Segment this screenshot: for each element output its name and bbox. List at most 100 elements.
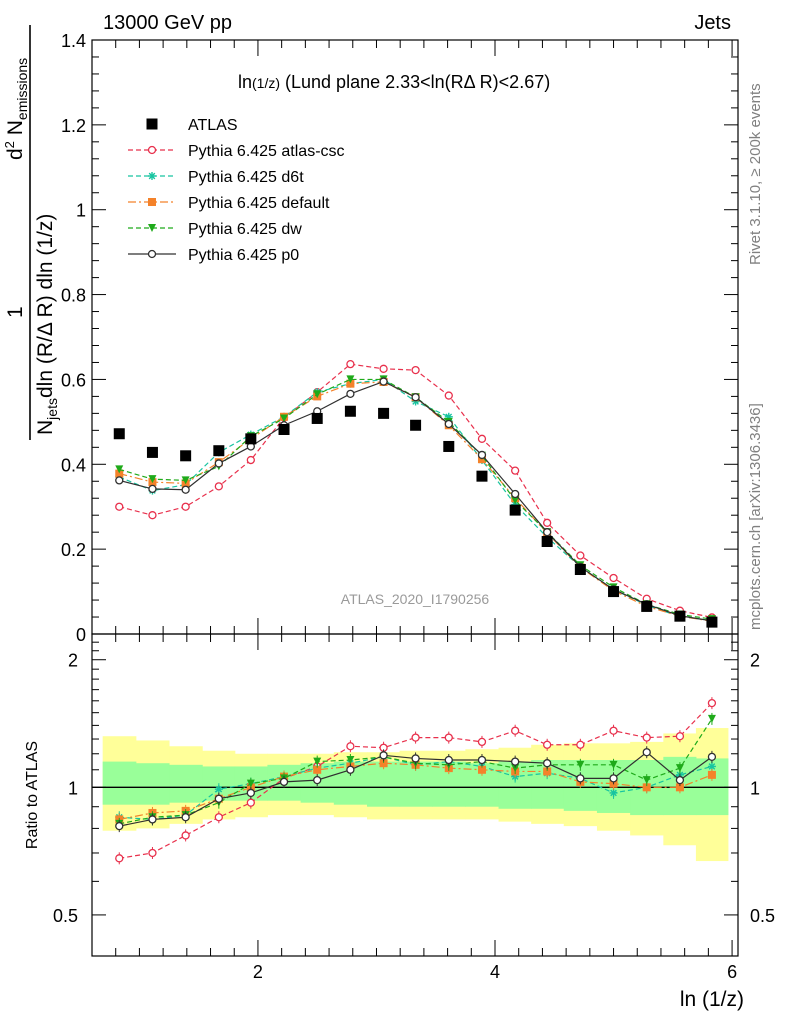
ratio-point-pythia-6-425-dw xyxy=(609,760,618,769)
ratio-point-pythia-6-425-p0 xyxy=(511,757,520,766)
legend-label-pythia-6-425-dw: Pythia 6.425 dw xyxy=(188,221,302,238)
ratio-point-pythia-6-425-atlas-csc xyxy=(576,740,585,749)
ratio-panel-frame xyxy=(91,633,739,957)
point-pythia-6-425-atlas-csc xyxy=(148,511,157,520)
legend-label-atlas: ATLAS xyxy=(188,117,238,134)
point-pythia-6-425-default xyxy=(346,379,355,388)
ratio-point-pythia-6-425-p0 xyxy=(543,759,552,768)
point-pythia-6-425-p0 xyxy=(181,485,190,494)
ratio-series-layer xyxy=(115,697,717,865)
series-line-pythia-6-425-p0 xyxy=(119,380,713,622)
ratio-point-pythia-6-425-dw xyxy=(675,764,684,773)
point-atlas xyxy=(641,600,653,612)
point-pythia-6-425-atlas-csc xyxy=(511,466,520,475)
header-left: 13000 GeV pp xyxy=(103,12,232,34)
legend-label-pythia-6-425-default: Pythia 6.425 default xyxy=(188,195,330,212)
series-line-pythia-6-425-d6t xyxy=(119,378,712,622)
y-tick-label: 0.6 xyxy=(61,370,86,390)
ratio-point-pythia-6-425-dw xyxy=(642,776,651,785)
ratio-point-pythia-6-425-dw xyxy=(346,756,355,765)
ratio-x-ticks xyxy=(115,634,733,956)
ratio-point-pythia-6-425-atlas-csc xyxy=(511,726,520,735)
point-atlas xyxy=(608,586,620,598)
ratio-point-pythia-6-425-default xyxy=(543,767,552,776)
point-pythia-6-425-p0 xyxy=(411,393,420,402)
ratio-point-pythia-6-425-p0 xyxy=(313,775,322,785)
legend-marker-pythia-6-425-default xyxy=(148,198,156,206)
ratio-uncertainty-bands xyxy=(92,728,738,862)
x-tick-label: 6 xyxy=(727,962,737,982)
point-pythia-6-425-p0 xyxy=(148,484,157,494)
ratio-point-pythia-6-425-dw xyxy=(246,779,255,788)
ratio-point-pythia-6-425-default xyxy=(313,765,322,774)
point-pythia-6-425-p0 xyxy=(346,389,355,399)
ratio-point-pythia-6-425-p0 xyxy=(148,815,157,824)
legend: ATLAS Pythia 6.425 atlas-csc Pythia 6.425 … xyxy=(128,117,345,264)
point-pythia-6-425-atlas-csc xyxy=(346,360,355,369)
mcplots-label: mcplots.cern.ch [arXiv:1306.3436] xyxy=(747,403,764,630)
ratio-point-pythia-6-425-p0 xyxy=(214,794,223,803)
point-pythia-6-425-dw xyxy=(115,465,124,474)
ratio-y-label: Ratio to ATLAS xyxy=(24,741,41,849)
point-atlas xyxy=(574,564,586,576)
point-pythia-6-425-atlas-csc xyxy=(543,518,552,527)
point-pythia-6-425-p0 xyxy=(477,450,487,460)
ratio-tick-label-left: 0.5 xyxy=(53,906,78,926)
x-tick-labels: 2 4 6 xyxy=(253,962,737,982)
y-tick-label: 0.8 xyxy=(61,286,86,306)
ratio-point-pythia-6-425-p0 xyxy=(411,754,420,763)
point-pythia-6-425-atlas-csc xyxy=(411,365,420,375)
point-atlas xyxy=(476,470,488,482)
y-tick-label: 0 xyxy=(76,625,86,645)
ratio-point-pythia-6-425-p0 xyxy=(379,751,388,760)
legend-label-pythia-6-425-atlas-csc: Pythia 6.425 atlas-csc xyxy=(188,143,345,160)
legend-label-pythia-6-425-p0: Pythia 6.425 p0 xyxy=(188,247,299,264)
ratio-point-pythia-6-425-atlas-csc xyxy=(609,726,618,735)
ratio-point-pythia-6-425-p0 xyxy=(279,777,289,787)
y-tick-label: 0.4 xyxy=(61,455,86,475)
point-pythia-6-425-dw xyxy=(511,496,520,505)
y-tick-label: 1 xyxy=(76,201,86,221)
ratio-point-pythia-6-425-atlas-csc xyxy=(246,798,255,807)
point-pythia-6-425-atlas-csc xyxy=(214,482,223,491)
point-atlas xyxy=(509,504,521,516)
point-pythia-6-425-p0 xyxy=(511,489,520,499)
point-pythia-6-425-p0 xyxy=(444,419,453,429)
y-label-denominator: Njetsdln (R/Δ R) dln (1/z) xyxy=(34,214,60,435)
ratio-point-pythia-6-425-dw xyxy=(707,714,716,723)
series-line-pythia-6-425-default xyxy=(119,381,713,622)
ratio-point-pythia-6-425-p0 xyxy=(115,821,124,831)
point-pythia-6-425-atlas-csc xyxy=(609,573,618,583)
y-label-numerator: d2 Nemissions xyxy=(2,58,30,160)
point-pythia-6-425-default xyxy=(115,469,124,478)
point-pythia-6-425-p0 xyxy=(379,377,388,386)
ratio-point-pythia-6-425-p0 xyxy=(246,788,255,798)
point-pythia-6-425-atlas-csc xyxy=(115,502,124,511)
point-pythia-6-425-dw xyxy=(346,375,355,384)
point-atlas xyxy=(378,407,390,419)
ratio-point-pythia-6-425-dw xyxy=(576,760,585,769)
ratio-tick-label-right: 0.5 xyxy=(750,906,775,926)
ratio-point-pythia-6-425-default xyxy=(379,759,388,768)
ratio-y-ticks: 0.5 0.5 1 1 2 2 xyxy=(53,633,775,957)
ratio-point-pythia-6-425-atlas-csc xyxy=(214,813,223,822)
ratio-tick-label-right: 2 xyxy=(750,651,760,671)
ratio-point-pythia-6-425-dw xyxy=(313,757,322,766)
ratio-point-pythia-6-425-default xyxy=(675,783,684,792)
ratio-point-pythia-6-425-p0 xyxy=(707,752,717,762)
ratio-tick-label-left: 1 xyxy=(68,778,78,798)
y-tick-label: 1.4 xyxy=(61,31,86,51)
y-tick-label: 1.2 xyxy=(61,116,86,136)
legend-marker-atlas xyxy=(146,118,158,130)
point-pythia-6-425-atlas-csc xyxy=(379,364,388,373)
ratio-point-pythia-6-425-p0 xyxy=(346,765,355,774)
ratio-point-pythia-6-425-atlas-csc xyxy=(411,733,420,742)
point-pythia-6-425-p0 xyxy=(214,459,223,468)
point-atlas xyxy=(245,433,257,445)
ratio-point-pythia-6-425-atlas-csc xyxy=(181,831,190,840)
ratio-point-pythia-6-425-p0 xyxy=(642,748,651,757)
ratio-point-pythia-6-425-atlas-csc xyxy=(707,698,717,708)
legend-marker-pythia-6-425-p0 xyxy=(147,249,157,259)
plot-title: ln(1/z) (Lund plane 2.33<ln(RΔ R)<2.67) xyxy=(238,72,550,92)
